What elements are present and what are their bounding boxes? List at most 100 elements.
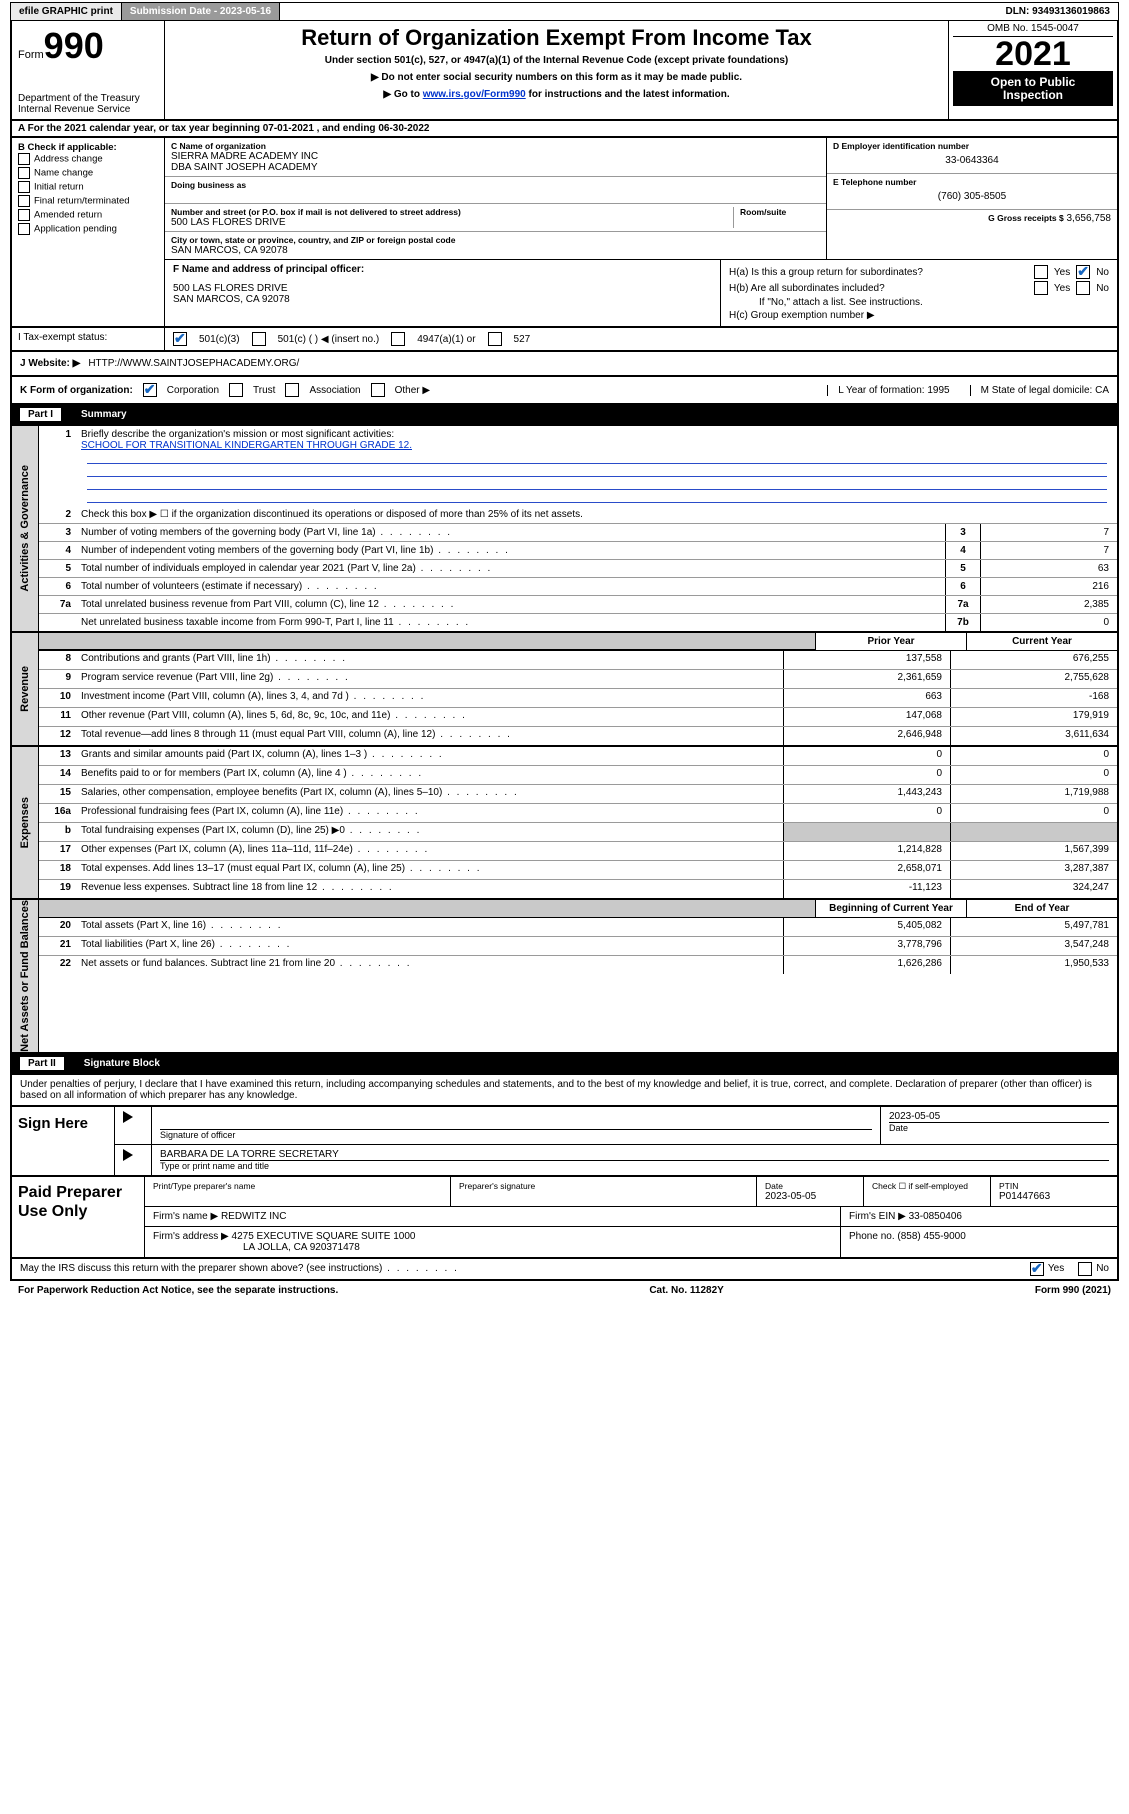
chk-name-change[interactable]: [18, 167, 30, 179]
summary-activities: Activities & Governance 1 Briefly descri…: [10, 426, 1119, 633]
chk-501c3[interactable]: [173, 332, 187, 346]
hb-no[interactable]: [1076, 281, 1090, 295]
chk-501c[interactable]: [252, 332, 266, 346]
row-k: K Form of organization: Corporation Trus…: [10, 377, 1119, 405]
column-b: B Check if applicable: Address change Na…: [12, 138, 165, 326]
org-name-1: SIERRA MADRE ACADEMY INC: [171, 151, 820, 162]
prep-h4: Check ☐ if self-employed: [864, 1177, 991, 1206]
hdr-current-year: Current Year: [966, 633, 1117, 650]
subtitle-2: ▶ Do not enter social security numbers o…: [171, 72, 942, 83]
lbl-initial-return: Initial return: [34, 182, 84, 193]
fin-row: 9Program service revenue (Part VIII, lin…: [39, 670, 1117, 689]
netassets-section: Net Assets or Fund Balances Beginning of…: [10, 900, 1119, 1054]
ha-no[interactable]: [1076, 265, 1090, 279]
form-word: Form: [18, 49, 44, 61]
irs-discuss-q: May the IRS discuss this return with the…: [20, 1263, 1030, 1274]
hdr-begin-year: Beginning of Current Year: [815, 900, 966, 917]
discuss-yes[interactable]: [1030, 1262, 1044, 1276]
l-year-formation: L Year of formation: 1995: [827, 385, 949, 396]
chk-app-pending[interactable]: [18, 223, 30, 235]
chk-final-return[interactable]: [18, 195, 30, 207]
row-a-tax-year: A For the 2021 calendar year, or tax yea…: [10, 121, 1119, 138]
lbl-address-change: Address change: [34, 154, 103, 165]
firm-addr-1: 4275 EXECUTIVE SQUARE SUITE 1000: [232, 1231, 416, 1242]
ha-no-lbl: No: [1096, 267, 1109, 278]
summary-row: 6Total number of volunteers (estimate if…: [39, 578, 1117, 596]
firm-phone-label: Phone no.: [849, 1231, 895, 1242]
ha-row: H(a) Is this a group return for subordin…: [729, 264, 1109, 280]
chk-other[interactable]: [371, 383, 385, 397]
mission-text[interactable]: SCHOOL FOR TRANSITIONAL KINDERGARTEN THR…: [81, 440, 412, 451]
chk-4947[interactable]: [391, 332, 405, 346]
fin-row: 11Other revenue (Part VIII, column (A), …: [39, 708, 1117, 727]
irs-discuss-row: May the IRS discuss this return with the…: [10, 1259, 1119, 1281]
discuss-no[interactable]: [1078, 1262, 1092, 1276]
line-2-text: Check this box ▶ ☐ if the organization d…: [77, 506, 1117, 523]
column-c: C Name of organization SIERRA MADRE ACAD…: [165, 138, 1117, 326]
summary-row: 4Number of independent voting members of…: [39, 542, 1117, 560]
lbl-other: Other ▶: [395, 385, 430, 396]
city-label: City or town, state or province, country…: [171, 235, 820, 245]
part-ii-title: Signature Block: [84, 1058, 160, 1069]
chk-assoc[interactable]: [285, 383, 299, 397]
chk-527[interactable]: [488, 332, 502, 346]
part-i-label: Part I: [20, 408, 61, 421]
officer-name: BARBARA DE LA TORRE SECRETARY: [160, 1149, 1109, 1160]
part-ii-label: Part II: [20, 1057, 64, 1070]
c-name-label: C Name of organization: [171, 141, 820, 151]
ha-yes[interactable]: [1034, 265, 1048, 279]
form-990-num: 990: [44, 25, 104, 66]
hb-note: If "No," attach a list. See instructions…: [729, 296, 1109, 309]
line-2-num: 2: [39, 506, 77, 523]
prep-h5: PTIN: [999, 1181, 1109, 1191]
hb-yes-lbl: Yes: [1054, 283, 1070, 294]
irs-link[interactable]: www.irs.gov/Form990: [423, 89, 526, 100]
chk-trust[interactable]: [229, 383, 243, 397]
chk-initial-return[interactable]: [18, 181, 30, 193]
cat-no: Cat. No. 11282Y: [649, 1285, 723, 1296]
form-990-footer: Form 990 (2021): [1035, 1285, 1111, 1296]
vtab-netassets: Net Assets or Fund Balances: [12, 900, 39, 1052]
lbl-501c: 501(c) ( ) ◀ (insert no.): [278, 334, 380, 345]
top-toolbar: efile GRAPHIC print Submission Date - 20…: [10, 2, 1119, 21]
form-header: Form990 Department of the Treasury Inter…: [10, 21, 1119, 121]
chk-corp[interactable]: [143, 383, 157, 397]
lbl-corp: Corporation: [167, 385, 219, 396]
fin-row: 12Total revenue—add lines 8 through 11 (…: [39, 727, 1117, 745]
m-domicile: M State of legal domicile: CA: [970, 385, 1109, 396]
sign-here-block: Sign Here Signature of officer 2023-05-0…: [10, 1107, 1119, 1177]
subtitle-1: Under section 501(c), 527, or 4947(a)(1)…: [171, 55, 942, 66]
dba-label: Doing business as: [171, 180, 820, 190]
fin-row: 15Salaries, other compensation, employee…: [39, 785, 1117, 804]
footer-bottom: For Paperwork Reduction Act Notice, see …: [10, 1281, 1119, 1300]
efile-print-button[interactable]: efile GRAPHIC print: [11, 3, 122, 20]
hb-yes[interactable]: [1034, 281, 1048, 295]
f-addr-2: SAN MARCOS, CA 92078: [173, 294, 712, 305]
line-1-num: 1: [39, 426, 77, 506]
sub3-post: for instructions and the latest informat…: [529, 89, 730, 100]
chk-address-change[interactable]: [18, 153, 30, 165]
row-j: J Website: ▶ HTTP://WWW.SAINTJOSEPHACADE…: [10, 352, 1119, 377]
expenses-section: Expenses 13Grants and similar amounts pa…: [10, 747, 1119, 900]
lbl-trust: Trust: [253, 385, 275, 396]
firm-addr-label: Firm's address ▶: [153, 1231, 229, 1242]
j-label: J Website: ▶: [20, 358, 80, 369]
summary-row: 7aTotal unrelated business revenue from …: [39, 596, 1117, 614]
ha-label: H(a) Is this a group return for subordin…: [729, 267, 1028, 278]
paid-preparer-label: Paid Preparer Use Only: [12, 1177, 145, 1257]
city-state-zip: SAN MARCOS, CA 92078: [171, 245, 820, 256]
vtab-expenses: Expenses: [12, 747, 39, 898]
website-url[interactable]: HTTP://WWW.SAINTJOSEPHACADEMY.ORG/: [88, 358, 299, 369]
fin-row: bTotal fundraising expenses (Part IX, co…: [39, 823, 1117, 842]
chk-amended[interactable]: [18, 209, 30, 221]
hb-no-lbl: No: [1096, 283, 1109, 294]
open-line2: Inspection: [955, 89, 1111, 102]
section-bcd: B Check if applicable: Address change Na…: [10, 138, 1119, 328]
fin-row: 18Total expenses. Add lines 13–17 (must …: [39, 861, 1117, 880]
part-i-title: Summary: [81, 409, 127, 420]
hdr-prior-year: Prior Year: [815, 633, 966, 650]
lbl-name-change: Name change: [34, 168, 93, 179]
arrow-icon: [123, 1111, 133, 1123]
fin-row: 22Net assets or fund balances. Subtract …: [39, 956, 1117, 974]
room-label: Room/suite: [740, 207, 820, 217]
